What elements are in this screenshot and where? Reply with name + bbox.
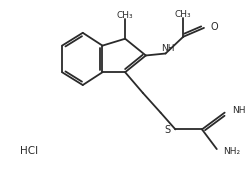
Text: NH: NH — [233, 106, 246, 115]
Text: CH₃: CH₃ — [175, 10, 192, 19]
Text: S: S — [164, 125, 170, 135]
Text: NH: NH — [161, 44, 174, 53]
Text: O: O — [211, 22, 218, 32]
Text: CH₃: CH₃ — [117, 10, 133, 20]
Text: NH₂: NH₂ — [223, 146, 240, 156]
Text: HCl: HCl — [20, 146, 38, 156]
